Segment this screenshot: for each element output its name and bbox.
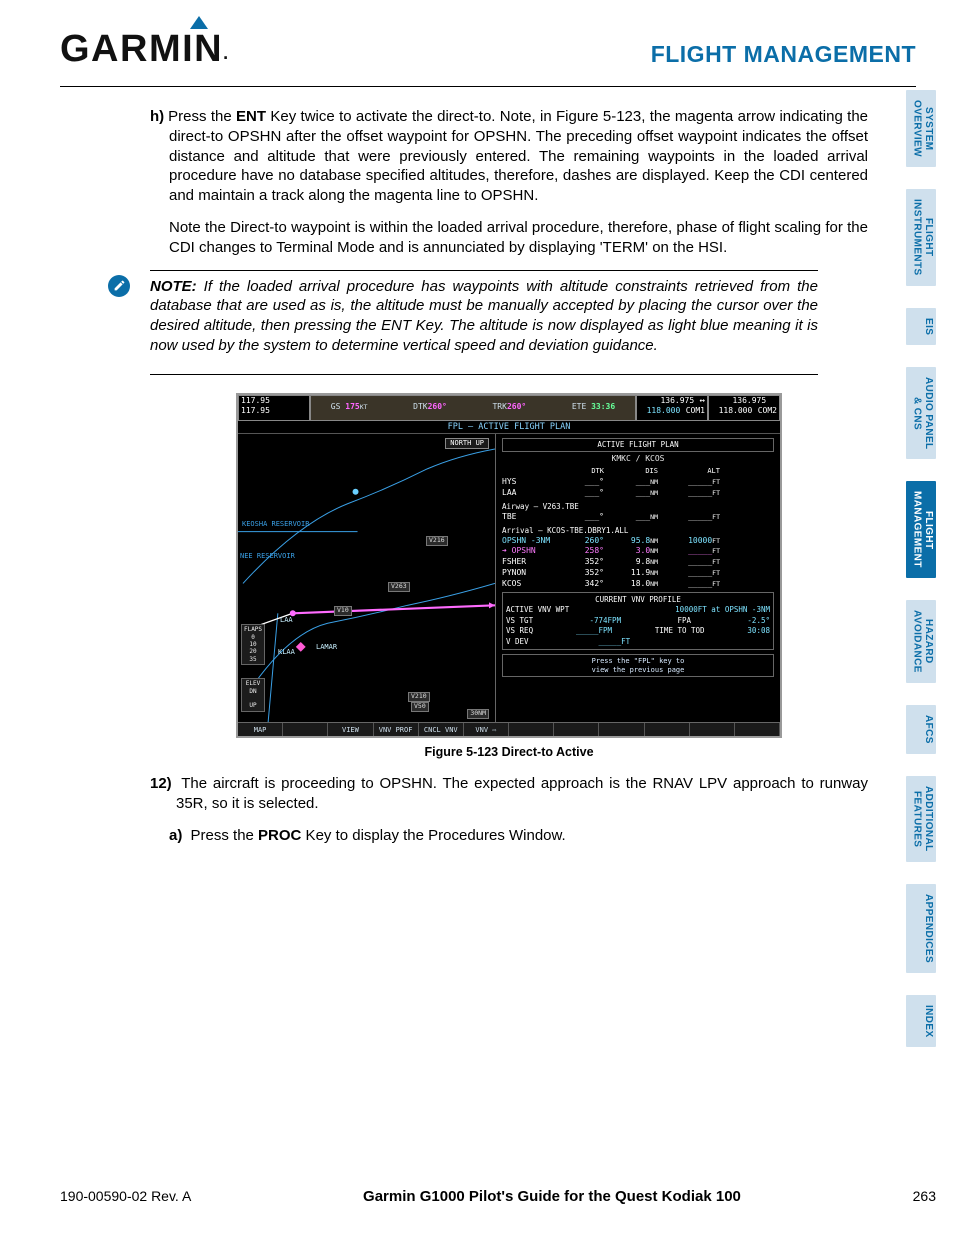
waypoint-row: ➔ OPSHN258°3.0NM_____FT <box>502 546 774 557</box>
waypoint-row: LAA___°___NM_____FT <box>502 488 774 499</box>
softkey <box>554 723 599 736</box>
map-label-reservoir2: NEE RESERVOIR <box>240 552 295 561</box>
map-label-klaa: KLAA <box>278 648 295 657</box>
vnv-profile-box: CURRENT VNV PROFILE ACTIVE VNV WPT10000F… <box>502 592 774 651</box>
step-12-label: 12) <box>150 775 172 792</box>
page-footer: 190-00590-02 Rev. A Garmin G1000 Pilot's… <box>60 1188 936 1205</box>
section-tabs: SYSTEM OVERVIEW FLIGHT INSTRUMENTS EIS AUDI… <box>906 90 936 1047</box>
section-tab[interactable]: APPENDICES <box>906 884 936 973</box>
map-tag-v10: V10 <box>334 606 352 616</box>
softkey <box>509 723 554 736</box>
fpl-title: FPL – ACTIVE FLIGHT PLAN <box>238 421 780 434</box>
flight-data-strip: GS 175KT DTK260° TRK260° ETE 33:36 <box>310 395 636 421</box>
map-area: NORTH UP KEOSHA RESERVOIR NE <box>238 434 496 722</box>
figure-5-123: 117.95117.95 GS 175KT DTK260° TRK260° ET… <box>236 393 782 761</box>
section-tab[interactable]: INDEX <box>906 995 936 1048</box>
softkey <box>283 723 328 736</box>
section-tab[interactable]: ADDITIONAL FEATURES <box>906 776 936 862</box>
footer-title: Garmin G1000 Pilot's Guide for the Quest… <box>363 1188 741 1205</box>
waypoint-row: HYS___°___NM_____FT <box>502 477 774 488</box>
softkey <box>645 723 690 736</box>
waypoint-row: OPSHN -3NM260°95.8NM10000FT <box>502 536 774 547</box>
garmin-logo: GARMIN. <box>60 30 230 68</box>
softkey[interactable]: CNCL VNV <box>419 723 464 736</box>
flaps-gauge: FLAPS 0 10 20 35 <box>241 624 265 665</box>
section-tab[interactable]: EIS <box>906 308 936 345</box>
note-block: NOTE: If the loaded arrival procedure ha… <box>150 270 818 375</box>
map-tag-v210: V210 <box>408 692 430 702</box>
figure-caption: Figure 5-123 Direct-to Active <box>236 744 782 761</box>
step-h: h)Press the ENT Key twice to activate th… <box>169 107 868 206</box>
softkey <box>735 723 780 736</box>
map-range: 30NM <box>467 709 489 719</box>
map-tag-v263: V263 <box>388 582 410 592</box>
step-12: 12) The aircraft is proceeding to OPSHN.… <box>176 774 868 814</box>
step-h-note: Note the Direct-to waypoint is within th… <box>169 218 868 258</box>
logo-text: GARMIN <box>60 28 223 70</box>
proc-key: PROC <box>258 827 301 844</box>
com-freq-box-2: 136.975 118.000 COM2 <box>708 395 780 421</box>
waypoint-row: PYNON352°11.9NM_____FT <box>502 568 774 579</box>
step-h-label: h) <box>150 108 164 125</box>
softkey[interactable]: MAP <box>238 723 283 736</box>
mfd-screenshot: 117.95117.95 GS 175KT DTK260° TRK260° ET… <box>236 393 782 738</box>
waypoint-row: TBE___°___NM_____FT <box>502 512 774 523</box>
map-svg <box>238 434 495 722</box>
map-label-reservoir1: KEOSHA RESERVOIR <box>242 520 309 529</box>
header-rule <box>60 86 916 87</box>
footer-pagenum: 263 <box>913 1188 936 1204</box>
map-tag-v216: V216 <box>426 536 448 546</box>
section-tab[interactable]: AFCS <box>906 705 936 754</box>
arrival-label: Arrival – KCOS-TBE.DBRY1.ALL <box>502 526 774 536</box>
waypoint-row: FSHER352°9.8NM_____FT <box>502 557 774 568</box>
note-text: NOTE: If the loaded arrival procedure ha… <box>150 277 818 356</box>
map-tag-v50: V50 <box>411 702 429 712</box>
afp-header: ACTIVE FLIGHT PLAN <box>502 438 774 452</box>
softkey <box>599 723 644 736</box>
softkey[interactable]: VNV PROF <box>374 723 419 736</box>
mfd-topbar: 117.95117.95 GS 175KT DTK260° TRK260° ET… <box>238 395 780 421</box>
map-label-lamar: LAMAR <box>316 643 337 652</box>
section-tab[interactable]: FLIGHT INSTRUMENTS <box>906 189 936 286</box>
afp-name: KMKC / KCOS <box>502 454 774 465</box>
softkey[interactable]: VNV ⇨ <box>464 723 509 736</box>
hint-box: Press the "FPL" key toview the previous … <box>502 654 774 677</box>
softkey-bar: MAP VIEWVNV PROFCNCL VNVVNV ⇨ <box>238 722 780 736</box>
step-a-label: a) <box>169 827 182 844</box>
column-headers: DTKDISALT <box>502 467 774 476</box>
ent-key: ENT <box>236 108 266 125</box>
section-tab[interactable]: FLIGHT MANAGEMENT <box>906 481 936 578</box>
nav-freq-box: 117.95117.95 <box>238 395 310 421</box>
softkey <box>690 723 735 736</box>
airway-label: Airway – V263.TBE <box>502 502 774 512</box>
section-tab[interactable]: HAZARD AVOIDANCE <box>906 600 936 683</box>
flight-plan-panel: ACTIVE FLIGHT PLAN KMKC / KCOS DTKDISALT… <box>496 434 780 722</box>
step-a: a) Press the PROC Key to display the Pro… <box>195 826 868 846</box>
com-freq-box-1: 136.975 ↔ 118.000 COM1 <box>636 395 708 421</box>
map-label-laa: LAA <box>280 616 293 625</box>
waypoint-row: KCOS342°18.0NM_____FT <box>502 579 774 590</box>
elev-gauge: ELEV DN UP <box>241 678 265 712</box>
softkey[interactable]: VIEW <box>328 723 373 736</box>
footer-docnum: 190-00590-02 Rev. A <box>60 1188 191 1204</box>
section-tab[interactable]: AUDIO PANEL & CNS <box>906 367 936 460</box>
logo-triangle-icon <box>190 16 208 29</box>
note-pencil-icon <box>108 275 130 297</box>
section-tab[interactable]: SYSTEM OVERVIEW <box>906 90 936 167</box>
section-title: FLIGHT MANAGEMENT <box>651 41 916 68</box>
page-content: h)Press the ENT Key twice to activate th… <box>60 107 936 846</box>
